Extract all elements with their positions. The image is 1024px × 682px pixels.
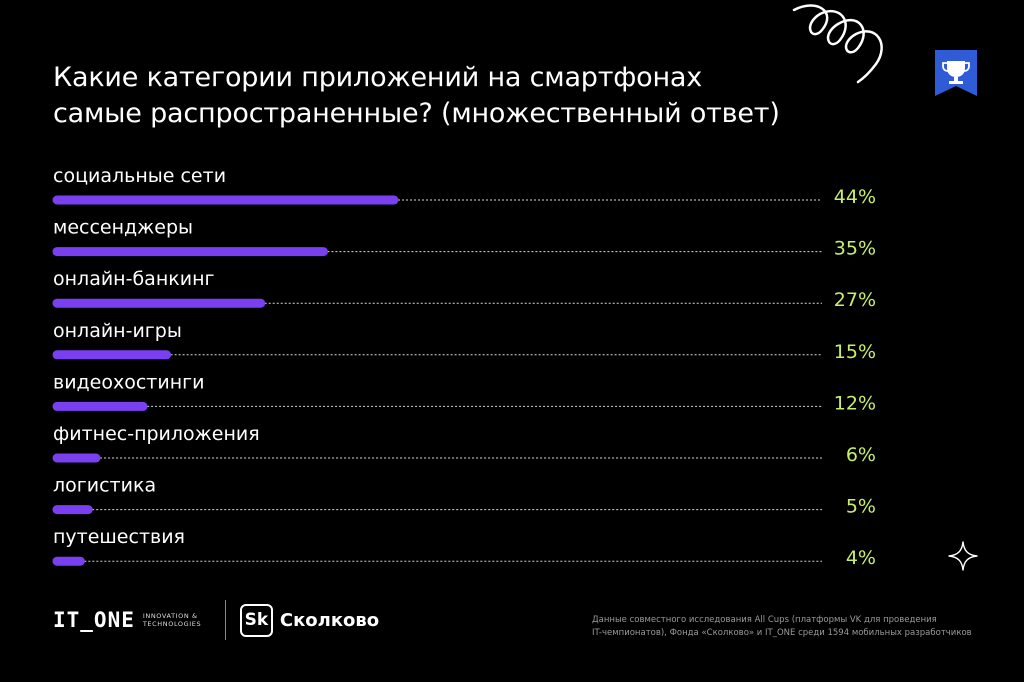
it-one-tagline-line-1: INNOVATION & — [142, 612, 198, 620]
category-label: онлайн-игры — [53, 320, 182, 342]
value-label: 27% — [834, 289, 876, 311]
value-label: 12% — [834, 392, 876, 414]
value-label: 35% — [834, 238, 876, 260]
category-label: мессенджеры — [53, 217, 193, 239]
chart-title-line-1: Какие категории приложений на смартфонах — [53, 62, 703, 93]
source-note-line-1: Данные совместного исследования All Cups… — [592, 615, 937, 625]
logo-divider — [224, 600, 226, 640]
category-label: путешествия — [53, 526, 185, 548]
category-label: фитнес-приложения — [53, 423, 260, 445]
source-note: Данные совместного исследования All Cups… — [592, 614, 992, 640]
it-one-logo: IT_ONE — [53, 608, 135, 632]
chart-title-line-2: самые распространенные? (множественный о… — [53, 98, 780, 129]
trophy-badge-icon — [935, 50, 977, 96]
category-label: видеохостинги — [53, 371, 204, 393]
chart-title: Какие категории приложений на смартфонах… — [53, 60, 853, 132]
spiral-decoration-icon — [792, 4, 883, 84]
bar-chart: социальные сети 44% мессенджеры 35% онлайн-б… — [52, 165, 876, 569]
category-label: социальные сети — [53, 165, 226, 187]
it-one-tagline-line-2: TECHNOLOGIES — [142, 620, 202, 628]
category-label: онлайн-банкинг — [53, 268, 214, 290]
value-label: 5% — [846, 496, 876, 518]
footer-logos: IT_ONE INNOVATION & TECHNOLOGIES Sk Скол… — [53, 600, 380, 640]
it-one-tagline: INNOVATION & TECHNOLOGIES — [143, 612, 213, 628]
value-label: 15% — [834, 341, 876, 363]
value-label: 44% — [834, 186, 876, 208]
category-label: логистика — [53, 475, 156, 497]
sparkle-star-icon — [948, 541, 978, 571]
source-note-line-2: IT-чемпионатов), Фонда «Сколково» и IT_O… — [592, 628, 972, 638]
value-label: 6% — [846, 444, 876, 466]
value-label: 4% — [846, 547, 876, 569]
skolkovo-mark: Sk — [239, 603, 273, 637]
skolkovo-name: Сколково — [279, 609, 380, 631]
